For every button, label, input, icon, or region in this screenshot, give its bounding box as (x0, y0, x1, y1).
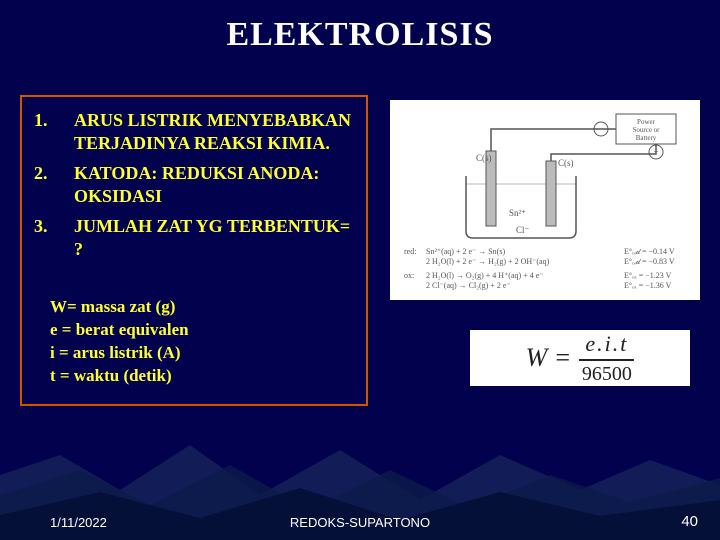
list-item: 3. JUMLAH ZAT YG TERBENTUK= ? (30, 215, 358, 268)
electrode-c1: C(s) (476, 153, 492, 163)
ox2: 2 Cl⁻(aq) → Cl₂(g) + 2 e⁻ (426, 281, 511, 290)
definition-e: e = berat equivalen (50, 319, 358, 342)
list-text: KATODA: REDUKSI ANODA: OKSIDASI (74, 162, 358, 215)
definition-i: i = arus listrik (A) (50, 342, 358, 365)
red1: Sn²⁺(aq) + 2 e⁻ → Sn(s) (426, 247, 505, 256)
ox1: 2 H₂O(l) → O₂(g) + 4 H⁺(aq) + 4 e⁻ (426, 271, 543, 280)
slide-title: ELEKTROLISIS (0, 0, 720, 54)
list-item: 1. ARUS LISTRIK MENYEBABKAN TERJADINYA R… (30, 109, 358, 162)
electrode-c2: C(s) (558, 158, 574, 168)
footer-page-number: 40 (681, 513, 698, 530)
definition-t: t = waktu (detik) (50, 365, 358, 388)
list-number: 2. (30, 162, 74, 215)
ox-label: ox: (404, 271, 414, 280)
ox2-e: E°ₒₓ = −1.36 V (624, 281, 672, 290)
formula-lhs: W = (526, 343, 572, 373)
ox1-e: E°ₒₓ = −1.23 V (624, 271, 672, 280)
list-number: 1. (30, 109, 74, 162)
formula-denominator: 96500 (579, 361, 634, 386)
red1-e: E°ᵣₑ𝒹 = −0.14 V (624, 247, 675, 256)
ion-cl: Cl⁻ (516, 225, 530, 235)
electrolysis-diagram: Power Source or Battery + − C(s) C(s) Sn… (390, 100, 700, 300)
list-number: 3. (30, 215, 74, 268)
ion-sn: Sn²⁺ (509, 208, 526, 218)
formula-numerator: e.i.t (579, 331, 634, 361)
red2: 2 H₂O(l) + 2 e⁻ → H₂(g) + 2 OH⁻(aq) (426, 257, 550, 266)
definitions-block: W= massa zat (g) e = berat equivalen i =… (30, 296, 358, 388)
list-text: JUMLAH ZAT YG TERBENTUK= ? (74, 215, 358, 268)
numbered-list: 1. ARUS LISTRIK MENYEBABKAN TERJADINYA R… (30, 109, 358, 268)
footer-center: REDOKS-SUPARTONO (0, 515, 720, 530)
list-item: 2. KATODA: REDUKSI ANODA: OKSIDASI (30, 162, 358, 215)
red2-e: E°ᵣₑ𝒹 = −0.83 V (624, 257, 675, 266)
svg-text:Source or: Source or (632, 126, 660, 134)
list-text: ARUS LISTRIK MENYEBABKAN TERJADINYA REAK… (74, 109, 358, 162)
svg-text:+: + (653, 147, 658, 157)
svg-text:−: − (598, 124, 603, 134)
definition-w: W= massa zat (g) (50, 296, 358, 319)
power-label: Power (637, 118, 656, 126)
content-box: 1. ARUS LISTRIK MENYEBABKAN TERJADINYA R… (20, 95, 368, 406)
red-label: red: (404, 247, 416, 256)
svg-text:Battery: Battery (636, 134, 657, 142)
footer: 1/11/2022 REDOKS-SUPARTONO 40 (0, 506, 720, 530)
formula-box: W = e.i.t 96500 (470, 330, 690, 386)
